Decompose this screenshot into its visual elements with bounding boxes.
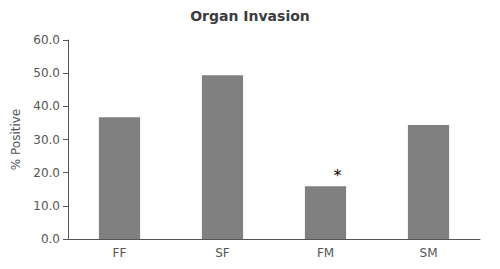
svg-text:0.0: 0.0 bbox=[41, 232, 60, 246]
svg-text:SF: SF bbox=[215, 246, 230, 260]
svg-text:40.0: 40.0 bbox=[33, 99, 60, 113]
svg-text:50.0: 50.0 bbox=[33, 66, 60, 80]
svg-text:20.0: 20.0 bbox=[33, 166, 60, 180]
svg-text:Organ Invasion: Organ Invasion bbox=[190, 8, 310, 24]
svg-text:30.0: 30.0 bbox=[33, 133, 60, 147]
svg-text:10.0: 10.0 bbox=[33, 199, 60, 213]
svg-text:60.0: 60.0 bbox=[33, 33, 60, 47]
svg-text:*: * bbox=[334, 166, 342, 185]
svg-text:FM: FM bbox=[317, 246, 334, 260]
svg-text:SM: SM bbox=[420, 246, 438, 260]
svg-text:% Positive: % Positive bbox=[9, 109, 23, 170]
svg-text:FF: FF bbox=[113, 246, 127, 260]
